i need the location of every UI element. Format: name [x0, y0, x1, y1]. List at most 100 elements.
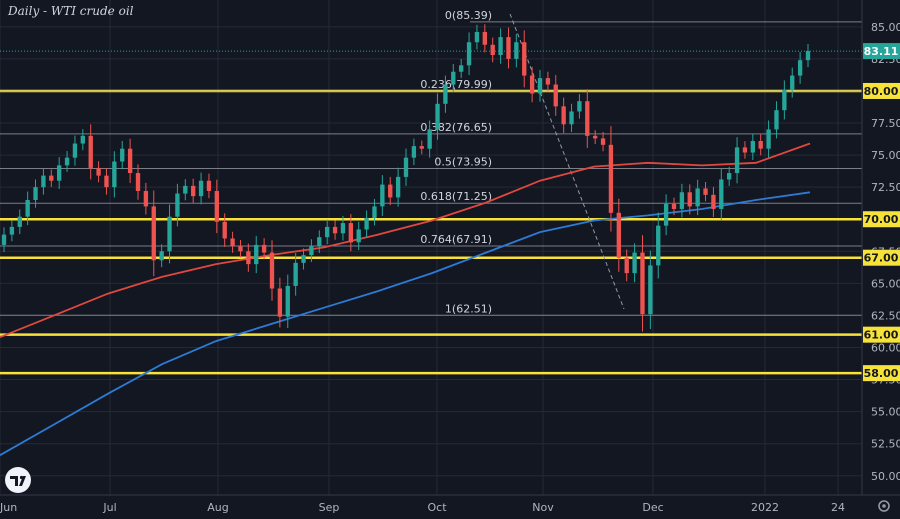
- price-badges: 80.00 70.00 67.00 61.00 58.00 83.11: [863, 43, 900, 382]
- candle: [380, 175, 385, 216]
- candle-body: [419, 146, 424, 149]
- price-tick-label: 85.00: [871, 21, 900, 34]
- time-tick-label: Sep: [319, 501, 340, 514]
- candle-body: [537, 78, 543, 94]
- candle-body: [395, 176, 401, 198]
- candle: [80, 129, 85, 151]
- candle-body: [230, 238, 235, 247]
- candle-body: [246, 251, 251, 265]
- candle: [332, 220, 338, 240]
- candle-body: [340, 223, 346, 234]
- candle: [727, 166, 732, 186]
- candle: [317, 230, 322, 254]
- candle-body: [293, 262, 298, 286]
- candle: [96, 161, 101, 183]
- level-badge: [863, 211, 900, 228]
- candle-body: [608, 144, 614, 213]
- price-tick-label: 62.50: [871, 309, 900, 322]
- candle: [41, 168, 46, 195]
- candle-body: [459, 65, 464, 72]
- price-tick-label: 55.00: [871, 406, 900, 419]
- candle-body: [600, 138, 606, 145]
- candle-body: [1, 234, 7, 245]
- candle: [301, 248, 306, 270]
- candle-body: [632, 252, 637, 274]
- candle-body: [569, 111, 574, 125]
- candle-body: [774, 110, 779, 130]
- fib-label: 0.236(79.99): [420, 78, 492, 91]
- candle-body: [104, 175, 109, 188]
- candle: [364, 210, 369, 237]
- candle-body: [529, 75, 535, 94]
- candle-body: [679, 192, 685, 209]
- moving-average-line: [0, 191, 811, 456]
- candle: [198, 172, 204, 205]
- candle-body: [490, 44, 495, 56]
- candle-body: [191, 185, 196, 197]
- candle: [466, 32, 472, 76]
- candle: [498, 28, 503, 64]
- candle-body: [72, 143, 78, 158]
- candle: [175, 183, 180, 227]
- candle: [679, 183, 685, 218]
- settings-gear-icon[interactable]: [878, 500, 890, 512]
- candle: [64, 150, 70, 173]
- candle-body: [96, 167, 101, 176]
- candle: [159, 244, 164, 268]
- price-tick-label: 77.50: [871, 117, 900, 130]
- candle: [403, 148, 409, 186]
- candle-body: [214, 191, 219, 222]
- last-price-label: 83.11: [864, 45, 899, 58]
- candle: [104, 168, 109, 195]
- candle-body: [734, 147, 740, 174]
- candle-body: [151, 206, 156, 261]
- candle-body: [593, 135, 598, 139]
- candle: [474, 24, 480, 50]
- candle: [17, 209, 22, 235]
- candle: [632, 243, 637, 283]
- candle-body: [474, 31, 480, 43]
- candle-body: [671, 203, 677, 209]
- fib-label: 1(62.51): [445, 302, 492, 315]
- candle-body: [553, 84, 558, 107]
- candle: [451, 64, 456, 93]
- candle-body: [411, 146, 417, 158]
- level-badge-label: 80.00: [864, 85, 899, 98]
- candle-body: [616, 212, 621, 258]
- candle: [135, 164, 141, 200]
- fib-label: 0.5(73.95): [434, 156, 492, 169]
- candle: [490, 37, 495, 63]
- candle: [33, 179, 38, 208]
- level-badge: [863, 82, 900, 99]
- candle-body: [112, 161, 117, 188]
- candle-body: [206, 180, 212, 192]
- time-tick-label: Dec: [642, 501, 663, 514]
- candle: [238, 240, 243, 258]
- candle-body: [514, 42, 519, 59]
- candle: [120, 140, 125, 170]
- candle-body: [277, 288, 283, 317]
- candle-body: [33, 187, 38, 200]
- candle-body: [585, 101, 590, 136]
- candle-body: [332, 226, 338, 234]
- candle-body: [238, 246, 243, 252]
- candle: [537, 69, 543, 102]
- tradingview-logo[interactable]: [5, 467, 31, 493]
- candle-body: [120, 148, 125, 162]
- candle: [309, 239, 314, 263]
- time-axis[interactable]: Jun Jul Aug Sep Oct Nov Dec 2022 24: [0, 494, 900, 514]
- candle-body: [222, 221, 227, 239]
- time-tick-label: Jun: [0, 501, 17, 514]
- candle: [585, 89, 590, 148]
- candle: [545, 71, 551, 91]
- price-tick-label: 65.00: [871, 277, 900, 290]
- candle-body: [545, 78, 551, 85]
- candle: [719, 168, 724, 220]
- candle-body: [25, 199, 30, 217]
- candle-body: [64, 157, 70, 166]
- candle: [443, 75, 448, 113]
- candle: [663, 194, 669, 236]
- candle-body: [127, 148, 133, 174]
